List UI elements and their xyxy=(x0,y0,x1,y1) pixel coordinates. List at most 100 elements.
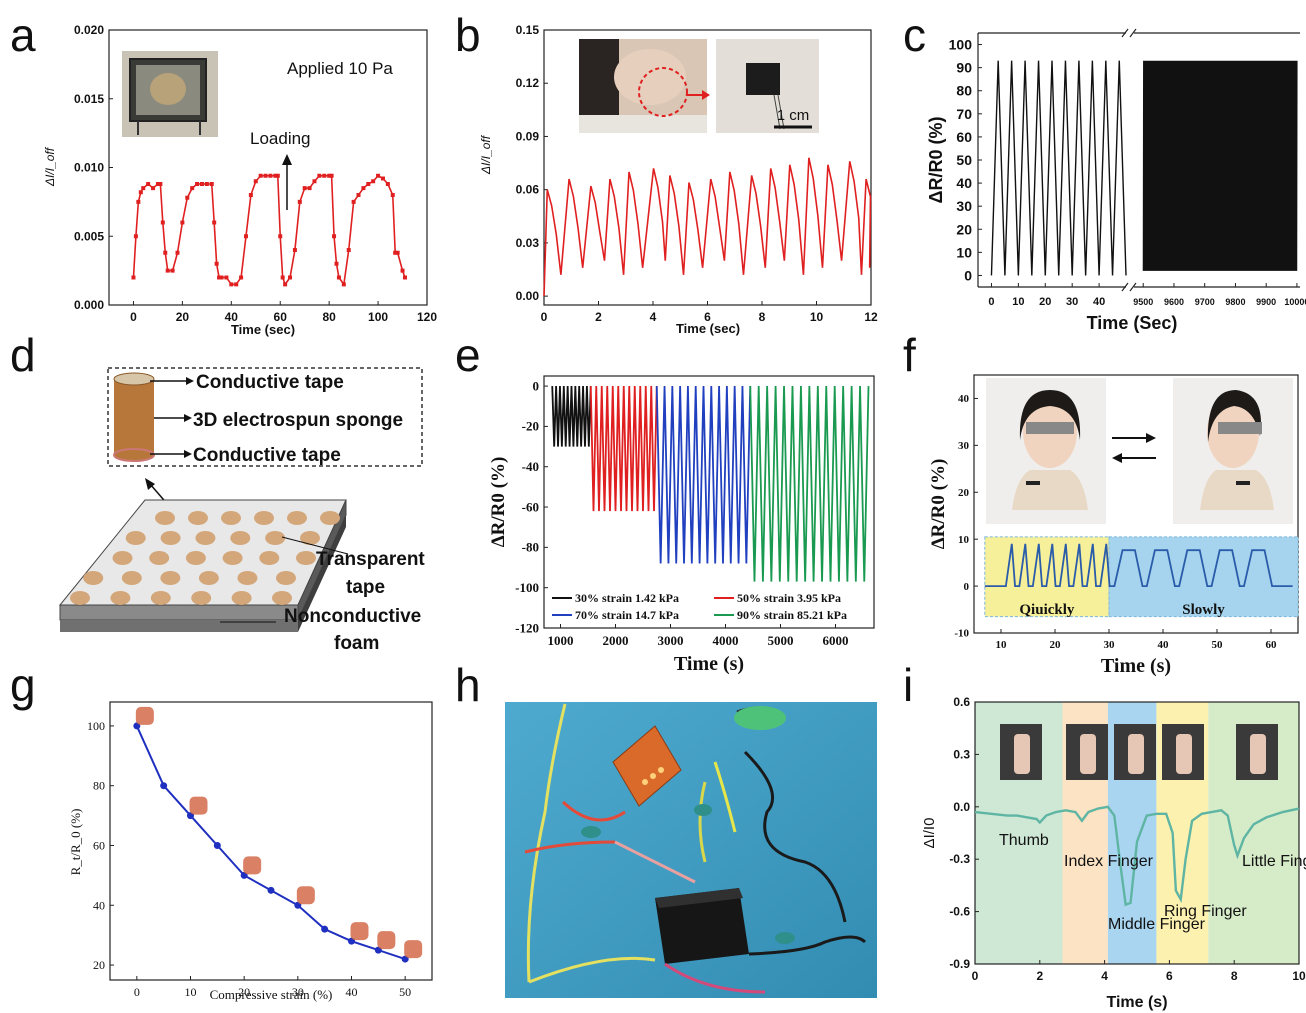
chart-a-point xyxy=(376,173,381,178)
chart-c-xtick-label: 9900 xyxy=(1256,297,1276,307)
chart-a-point xyxy=(393,250,398,255)
label-3d-sponge: 3D electrospun sponge xyxy=(193,410,403,431)
label-thumb: Thumb xyxy=(999,832,1049,849)
chart-a-xtick-label: 40 xyxy=(225,310,239,324)
chart-a-point xyxy=(136,199,141,204)
chart-i-frame xyxy=(974,701,1300,965)
sponge-cylinder-icon xyxy=(113,372,155,462)
chart-e-legend-label: 90% strain 85.21 kPa xyxy=(737,608,847,622)
label-middle-finger: Middle Finger xyxy=(1108,916,1206,933)
chart-a-ytick-label: 0.020 xyxy=(74,23,104,37)
chart-e-xtick-label: 4000 xyxy=(713,633,739,648)
chart-i-ytick-label: 0.0 xyxy=(953,800,970,814)
sponge-dot xyxy=(221,511,241,525)
chart-i-xtick-label: 0 xyxy=(972,969,979,983)
sponge-photo-marker xyxy=(189,796,208,815)
chart-e-series-1 xyxy=(589,386,658,512)
chart-a-point xyxy=(380,176,385,181)
neck-photo-inset xyxy=(579,39,710,133)
chart-e-xlabel: Time (s) xyxy=(674,653,744,675)
chart-e-series-0 xyxy=(551,386,592,447)
chart-f-xtick-label: 40 xyxy=(1158,639,1170,651)
chart-i-xtick-label: 6 xyxy=(1166,969,1173,983)
chart-a-point xyxy=(334,261,339,266)
chart-a-point xyxy=(332,234,337,239)
chart-a-point xyxy=(217,275,222,280)
label-nonconductive-foam-1: Nonconductive xyxy=(284,606,421,627)
chart-c-xtick-label: 9500 xyxy=(1133,297,1153,307)
clip-green xyxy=(734,706,786,730)
chart-a-xtick-label: 60 xyxy=(274,310,288,324)
chart-a-point xyxy=(346,248,351,252)
chart-a-point xyxy=(165,268,170,273)
chart-b: 1 cm 0 2 4 6 8 10 12 0.00 0.03 0.06 0.09 0.12 0.15 T… xyxy=(480,23,878,336)
chart-a-point xyxy=(297,199,302,204)
chart-a-point xyxy=(329,173,334,178)
chart-c-series-segment2 xyxy=(1142,60,1298,271)
chart-g-frame xyxy=(109,701,433,981)
chart-i-series-line xyxy=(974,805,1300,907)
label-nonconductive-foam-2: foam xyxy=(334,633,379,654)
chart-a-point xyxy=(175,250,180,255)
chart-a: Applied 10 Pa Loading 0 20 40 60 80 100 120 0.0… xyxy=(43,23,437,337)
chart-e-ytick-label: -20 xyxy=(522,419,539,434)
chart-a-point xyxy=(224,275,229,280)
chart-f-ytick-label: 40 xyxy=(958,393,970,405)
chart-e: 1000 2000 3000 4000 5000 6000 0 -20 -40 -60 -80 -10… xyxy=(488,375,875,675)
chart-e-ytick-label: -100 xyxy=(515,580,539,595)
panel-label-i: i xyxy=(903,659,914,711)
label-conductive-tape-bottom: Conductive tape xyxy=(193,445,341,466)
chart-c-ytick-label: 70 xyxy=(956,106,972,122)
chart-a-point xyxy=(199,182,204,186)
battery-box xyxy=(655,888,749,964)
chart-a-series-line xyxy=(132,174,406,287)
panel-label-b: b xyxy=(455,9,481,61)
device-schematic: Conductive tape 3D electrospun sponge Co… xyxy=(58,367,425,654)
chart-i-xtick-label: 4 xyxy=(1101,969,1108,983)
chart-b-xtick-label: 2 xyxy=(595,310,602,324)
chart-g-point xyxy=(321,925,329,933)
chart-a-point xyxy=(138,190,143,195)
sensor-node-3 xyxy=(775,932,795,944)
chart-f-xtick-label: 30 xyxy=(1104,639,1116,651)
chart-f-ytick-label: 20 xyxy=(958,487,970,499)
chart-f-ylabel: ΔR/R0 (%) xyxy=(928,459,949,550)
chart-a-point xyxy=(366,182,371,186)
chart-a-xtick-label: 0 xyxy=(130,310,137,324)
sponge-dot xyxy=(149,551,170,565)
sponge-photo-marker xyxy=(135,706,154,725)
chart-i-ytick-label: -0.6 xyxy=(949,905,970,919)
chart-a-point xyxy=(204,182,209,186)
chart-e-ytick-label: -120 xyxy=(515,620,539,635)
chart-f-xtick-label: 10 xyxy=(996,639,1008,651)
chart-g-xtick-label: 10 xyxy=(185,985,197,999)
sponge-dot xyxy=(287,511,307,525)
chart-f-region-label: Qiuickly xyxy=(1019,602,1075,618)
chart-b-series-line xyxy=(543,157,872,297)
chart-g-point xyxy=(160,782,168,790)
chart-e-series-2 xyxy=(655,386,752,564)
sensor-node-2 xyxy=(694,804,712,816)
chart-a-point xyxy=(141,186,146,191)
chart-a-ytick-label: 0.010 xyxy=(74,161,104,175)
label-transparent-tape-1: Transparent xyxy=(316,549,425,570)
chart-a-point xyxy=(336,275,341,280)
chart-c-ytick-label: 0 xyxy=(964,267,972,283)
sponge-dot xyxy=(259,551,280,565)
chart-a-point xyxy=(322,173,327,178)
chart-c-xtick-label: 20 xyxy=(1039,296,1051,308)
chart-b-ytick-label: 0.12 xyxy=(516,76,540,90)
chart-a-point xyxy=(327,173,332,178)
chart-f-frame xyxy=(973,374,1299,634)
sensor-photo-inset xyxy=(122,51,218,137)
chart-g-ytick-label: 20 xyxy=(93,958,105,972)
chart-e-xtick-label: 3000 xyxy=(658,633,684,648)
chart-b-ytick-label: 0.00 xyxy=(516,289,540,303)
chart-a-point xyxy=(361,186,366,191)
sponge-dot xyxy=(254,511,274,525)
chart-g-xtick-label: 0 xyxy=(134,985,140,999)
chart-a-point xyxy=(356,193,361,197)
chart-a-point xyxy=(180,220,185,225)
chart-i-xtick-label: 8 xyxy=(1231,969,1238,983)
